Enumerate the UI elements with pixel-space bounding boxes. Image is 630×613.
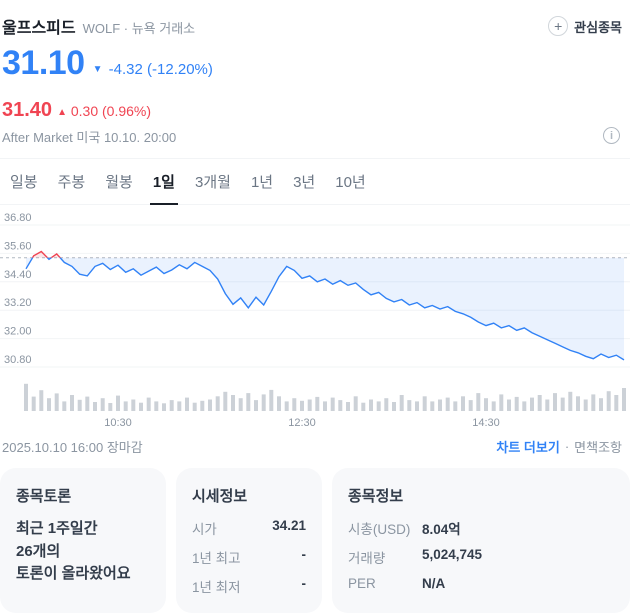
discussion-card[interactable]: 종목토론 최근 1주일간 26개의 토론이 올라왔어요 [0,468,166,613]
quote-low-value: - [301,576,307,591]
svg-text:10:30: 10:30 [104,417,132,429]
tab-daily[interactable]: 일봉 [10,174,38,191]
discussion-card-title: 종목토론 [16,488,72,505]
after-market-price: 31.40 [2,99,53,121]
volume-label: 거래량 [348,551,386,566]
quote-row-open: 시가 34.21 [192,518,306,538]
svg-text:12:30: 12:30 [288,417,316,429]
svg-text:14:30: 14:30 [472,417,500,429]
info-row-volume: 거래량 5,024,745 [348,547,614,567]
tab-weekly[interactable]: 주봉 [57,174,86,191]
after-market-time: 미국 10.10. 20:00 [76,130,177,145]
chart-links: 차트 더보기 · 면책조항 [496,437,622,456]
quote-high-label: 1년 최고 [192,551,241,566]
disclaimer-link[interactable]: 면책조항 [574,440,622,455]
tab-monthly[interactable]: 월봉 [105,174,133,191]
plus-circle-icon: + [548,16,569,36]
after-market-price-row: 31.40 ▲ 0.30 (0.96%) [2,99,628,122]
svg-text:33.20: 33.20 [4,297,32,309]
quote-high-value: - [301,547,307,562]
after-market-block: 31.40 ▲ 0.30 (0.96%) After Market 미국 10.… [0,83,630,158]
price-chart[interactable]: 36.80 35.60 34.40 33.20 32.00 30.80 10:30 12:30… [0,205,630,429]
quote-open-value: 34.21 [272,518,306,533]
quote-card-title: 시세정보 [192,488,248,505]
per-label: PER [348,576,376,591]
info-row-per: PER N/A [348,576,614,591]
per-value: N/A [422,576,446,591]
stock-ticker-exchange: WOLF · 뉴욕 거래소 [82,21,196,36]
info-icon[interactable]: i [603,127,620,144]
marketcap-label: 시총(USD) [348,522,411,537]
stock-title-row: 울프스피드 WOLF · 뉴욕 거래소 [2,14,195,38]
discussion-line-2: 26개의 [16,542,61,560]
quote-low-label: 1년 최저 [192,580,241,595]
down-arrow-icon: ▼ [92,64,103,75]
stock-info-card: 종목정보 시총(USD) 8.04억 거래량 5,024,745 PER N/A [332,468,630,613]
tab-3months[interactable]: 3개월 [194,174,231,191]
discussion-card-body: 최근 1주일간 26개의 토론이 올라왔어요 [16,518,150,586]
tab-1day[interactable]: 1일 [143,159,185,205]
period-tab-bar: 일봉 주봉 월봉 1일 3개월 1년 3년 10년 [0,158,630,205]
svg-text:30.80: 30.80 [4,354,32,366]
chart-more-link[interactable]: 차트 더보기 [496,440,560,455]
tab-3years[interactable]: 3년 [293,174,316,191]
quote-row-52w-high: 1년 최고 - [192,547,306,567]
tab-1year[interactable]: 1년 [250,174,274,191]
stock-info-card-title: 종목정보 [348,488,404,505]
svg-text:35.60: 35.60 [4,240,32,252]
discussion-line-1: 최근 1주일간 [16,520,98,537]
watchlist-label: 관심종목 [574,19,622,35]
price-change-text: -4.32 (-12.20%) [108,61,213,78]
add-watchlist-button[interactable]: + 관심종목 [546,14,624,38]
after-market-change-text: 0.30 (0.96%) [70,103,152,119]
quote-open-label: 시가 [192,522,217,537]
after-market-change: ▲ 0.30 (0.96%) [57,103,151,119]
svg-text:36.80: 36.80 [4,212,32,224]
info-row-marketcap: 시총(USD) 8.04억 [348,518,614,538]
volume-value: 5,024,745 [422,547,483,562]
market-close-status: 2025.10.10 16:00 장마감 [2,440,143,455]
info-cards: 종목토론 최근 1주일간 26개의 토론이 올라왔어요 시세정보 시가 34.2… [0,468,630,613]
chart-footer: 2025.10.10 16:00 장마감 차트 더보기 · 면책조항 [0,429,630,468]
after-market-meta: After Market 미국 10.10. 20:00 [2,127,628,146]
svg-text:32.00: 32.00 [4,326,32,338]
stock-name: 울프스피드 [2,20,76,37]
tab-10years[interactable]: 10년 [335,174,366,191]
current-price: 31.10 [2,44,85,82]
after-market-label: After Market [2,130,73,145]
price-change: ▼ -4.32 (-12.20%) [93,61,213,78]
quote-row-52w-low: 1년 최저 - [192,576,306,596]
dot-separator: · [564,439,570,454]
discussion-line-3: 토론이 올라왔어요 [16,565,131,582]
current-price-block: 31.10 ▼ -4.32 (-12.20%) [0,38,630,83]
price-chart-svg: 36.80 35.60 34.40 33.20 32.00 30.80 10:30 12:30… [0,212,630,429]
header: 울프스피드 WOLF · 뉴욕 거래소 + 관심종목 [0,14,630,38]
quote-card: 시세정보 시가 34.21 1년 최고 - 1년 최저 - [176,468,322,613]
marketcap-value: 8.04억 [422,522,461,537]
up-arrow-icon: ▲ [57,107,67,118]
svg-text:34.40: 34.40 [4,269,32,281]
